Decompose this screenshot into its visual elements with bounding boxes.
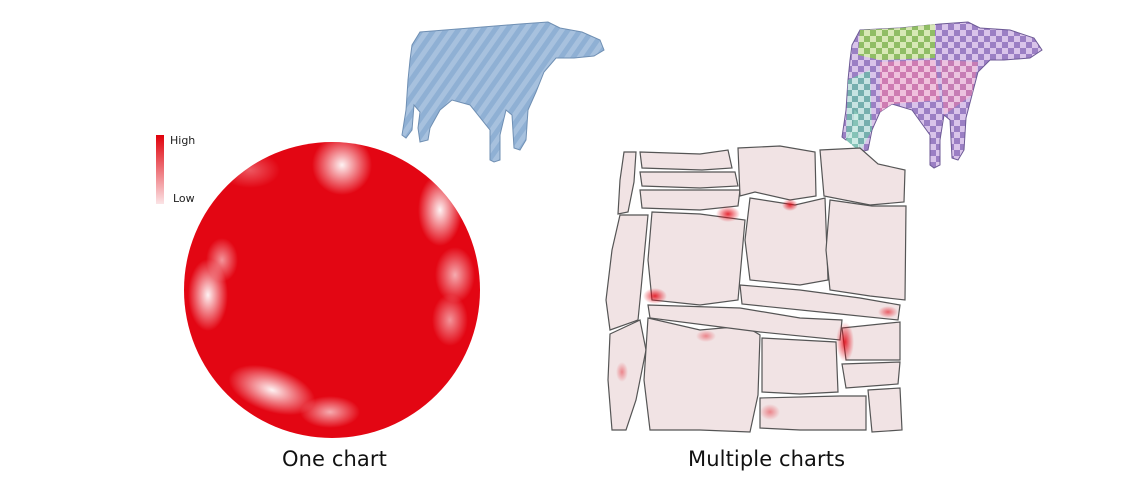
caption-multiple-charts: Multiple charts xyxy=(688,447,846,471)
cow-model-single-chart xyxy=(401,21,605,163)
legend-high-label: High xyxy=(170,134,196,147)
caption-one-chart: One chart xyxy=(282,447,387,471)
legend-low-label: Low xyxy=(173,192,195,205)
cow-model-multiple-charts xyxy=(841,21,1043,169)
legend-colorbar xyxy=(156,135,164,204)
atlas-hotspots xyxy=(616,199,898,420)
one-chart-heatmap xyxy=(184,142,480,438)
multiple-charts-atlas xyxy=(605,145,907,433)
